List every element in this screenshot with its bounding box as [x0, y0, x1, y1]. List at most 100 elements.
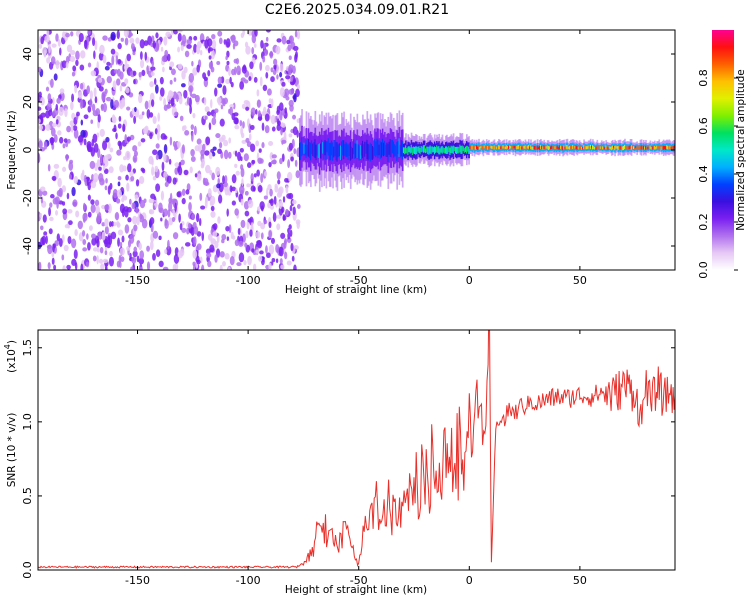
heatmap-cell [293, 93, 297, 103]
heatmap-cell [439, 148, 442, 155]
heatmap-cell [42, 190, 48, 196]
heatmap-cell [276, 214, 282, 219]
heatmap-cell [104, 88, 108, 94]
heatmap-cell [437, 146, 439, 153]
heatmap-cell [321, 139, 323, 159]
heatmap-cell [300, 142, 302, 161]
heatmap-cell [99, 246, 104, 254]
heatmap-cell [362, 140, 364, 159]
heatmap-cell [207, 47, 214, 52]
heatmap-cell [87, 146, 93, 153]
heatmap-cell [277, 120, 281, 126]
x-tick-label: 0 [466, 274, 473, 287]
heatmap-cell [242, 30, 245, 36]
heatmap-cell [87, 30, 91, 35]
heatmap-cell [181, 34, 187, 45]
heatmap-cell [62, 166, 67, 172]
snr-x-axis-label: Height of straight line (km) [285, 584, 427, 596]
heatmap-cell [201, 231, 205, 242]
heatmap-cell [477, 146, 479, 150]
heatmap-cell [251, 34, 257, 44]
heatmap-cell [205, 164, 211, 174]
heatmap-cell [328, 142, 331, 161]
heatmap-cell [522, 145, 525, 150]
heatmap-cell [125, 150, 131, 161]
heatmap-cell [137, 93, 143, 104]
heatmap-cell [152, 40, 157, 49]
heatmap-cell [618, 145, 621, 150]
heatmap-cell [582, 147, 584, 150]
heatmap-cell [122, 165, 127, 172]
heatmap-cell [365, 141, 368, 154]
heatmap-cell [324, 139, 327, 156]
heatmap-cell [638, 146, 641, 149]
x-tick-label: -150 [125, 274, 150, 287]
heatmap-cell [273, 64, 277, 70]
heatmap-cell [550, 146, 552, 150]
heatmap-cell [45, 235, 48, 245]
heatmap-cell [326, 141, 329, 153]
heatmap-cell [196, 259, 201, 265]
heatmap-cell [371, 146, 374, 160]
heatmap-cell [139, 176, 145, 185]
heatmap-cell [52, 243, 55, 253]
heatmap-cell [461, 145, 464, 154]
heatmap-cell [401, 140, 404, 160]
heatmap-cell [416, 146, 418, 155]
heatmap-cell [224, 253, 230, 260]
heatmap-cell [639, 145, 642, 150]
heatmap-cell [107, 37, 112, 42]
heatmap-cell [343, 140, 345, 160]
heatmap-cell [630, 145, 633, 150]
heatmap-cell [286, 39, 291, 45]
heatmap-cell [159, 76, 164, 85]
heatmap-cell [165, 245, 172, 256]
heatmap-cell [287, 44, 292, 52]
heatmap-cell [517, 145, 520, 149]
heatmap-cell [98, 166, 102, 171]
heatmap-cell [188, 97, 192, 108]
heatmap-cell [292, 206, 296, 216]
heatmap-cell [93, 87, 97, 98]
heatmap-cell [133, 79, 136, 85]
heatmap-cell [38, 261, 42, 270]
colorbar-gradient [712, 30, 734, 270]
heatmap-cell [252, 263, 257, 270]
heatmap-cell [152, 149, 158, 156]
heatmap-cell [138, 257, 145, 265]
heatmap-cell [290, 242, 294, 252]
heatmap-cell [292, 45, 299, 52]
heatmap-cell [92, 110, 99, 117]
heatmap-cell [280, 127, 283, 136]
heatmap-cell [169, 192, 173, 203]
heatmap-cell [162, 208, 169, 217]
heatmap-cell [176, 141, 181, 149]
heatmap-cell [53, 73, 58, 81]
heatmap-cell [291, 199, 297, 205]
heatmap-cell [505, 145, 508, 150]
snr-series-line [38, 330, 675, 569]
heatmap-cell [107, 141, 111, 149]
spectrogram-y-axis-label: Frequency (Hz) [6, 110, 18, 189]
heatmap-cell [247, 162, 252, 169]
heatmap-cell [619, 145, 622, 150]
heatmap-cell [235, 58, 240, 65]
heatmap-cell [190, 124, 195, 130]
heatmap-cell [153, 78, 157, 86]
heatmap-cell [92, 255, 97, 262]
heatmap-cell [82, 247, 88, 252]
heatmap-cell [112, 116, 117, 124]
heatmap-cell [386, 142, 389, 157]
heatmap-cell [157, 130, 160, 141]
heatmap-cell [239, 185, 245, 195]
heatmap-cell [292, 114, 297, 120]
heatmap-cell [589, 144, 592, 150]
heatmap-cell [243, 99, 250, 105]
heatmap-cell [394, 144, 396, 157]
heatmap-cell [196, 243, 202, 251]
heatmap-cell [278, 246, 284, 257]
heatmap-cell [571, 145, 573, 150]
heatmap-cell [161, 161, 165, 172]
heatmap-cell [239, 80, 245, 90]
heatmap-cell [225, 78, 231, 84]
